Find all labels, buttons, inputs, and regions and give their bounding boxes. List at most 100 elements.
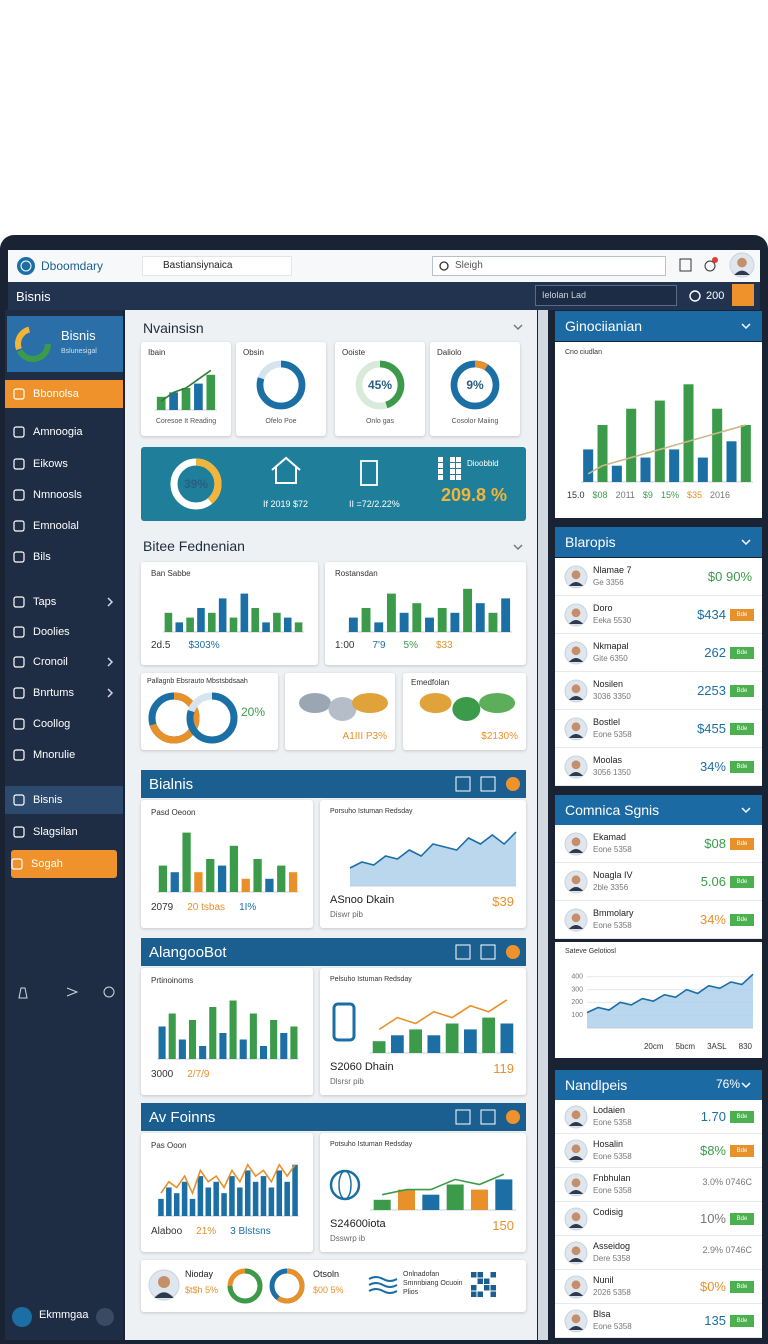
avatar <box>564 1309 588 1333</box>
bar <box>199 1046 207 1059</box>
list-row[interactable]: Blsa Eone 5358 135 Bde <box>555 1304 762 1338</box>
bar <box>188 1020 197 1059</box>
filter-input[interactable]: Ielolan Lad <box>535 285 677 306</box>
nav-glyph <box>13 489 25 501</box>
nav-item[interactable]: Amnoogia <box>5 418 123 446</box>
avatar-body <box>568 658 584 662</box>
chevron <box>107 688 114 698</box>
list-row[interactable]: Lodaien Eone 5358 1.70 Bde <box>555 1100 762 1134</box>
bar <box>283 617 292 632</box>
toolbar-button[interactable] <box>732 284 754 306</box>
list-row[interactable]: Hosalin Eone 5358 $8% Bde <box>555 1134 762 1168</box>
nav-item[interactable]: Bisnis <box>5 786 123 814</box>
nav-label: Emnoolal <box>33 520 79 532</box>
world-map <box>299 693 388 721</box>
avatar-body <box>568 1156 584 1160</box>
nav-item[interactable]: Cronoil <box>5 648 123 676</box>
avatar-head <box>571 646 581 656</box>
footer-text: 20 tsbas <box>187 902 226 913</box>
bar <box>280 1033 288 1059</box>
globe-icon <box>329 1169 361 1201</box>
nav-item[interactable]: Bnrtums <box>5 679 123 707</box>
bar <box>186 617 194 632</box>
wave <box>368 1276 398 1282</box>
icon-bell <box>704 260 716 272</box>
row-detail: Eone 5358 <box>593 921 632 930</box>
chevron-icon <box>741 807 751 814</box>
row-name: Fnbhulan <box>593 1173 631 1183</box>
list-row[interactable]: Nkmapal Gite 6350 262 Bde <box>555 634 762 672</box>
qr-cell <box>490 1291 496 1297</box>
nav-item[interactable]: Doolies <box>5 618 123 646</box>
nav-item[interactable]: Mnorulie <box>5 741 123 769</box>
nav-item[interactable]: Sogah <box>11 850 117 878</box>
user-avatar <box>12 1307 32 1327</box>
bar <box>463 1029 477 1053</box>
search-icon <box>439 261 449 271</box>
bar <box>158 1198 164 1216</box>
list-row[interactable]: Noagla IV 2ble 3356 5.06 Bde <box>555 863 762 901</box>
list-row[interactable]: Bmmolary Eone 5358 34% Bde <box>555 901 762 939</box>
list-row[interactable]: Nlamae 7 Ge 3356 $0 90% <box>555 558 762 596</box>
donut-card: Pallagnb Ebsrauto Mbstsbdsaah 20% <box>141 673 278 750</box>
bar <box>229 845 239 892</box>
nav-item[interactable]: Emnoolal <box>5 512 123 540</box>
panel-card-label: Potsuho Istuman Redsday <box>330 1141 413 1148</box>
icon-send <box>66 987 79 997</box>
banner: 39% If 2019 $72 II =72/2.22% Dioobbld 209.8 … <box>141 447 526 521</box>
list-row[interactable]: Codisig 10% Bde <box>555 1202 762 1236</box>
qr-cell <box>438 469 443 474</box>
qr-cell <box>490 1272 496 1278</box>
bar <box>399 612 409 632</box>
list-row[interactable]: Fnbhulan Eone 5358 3.0% 0746C <box>555 1168 762 1202</box>
row-value: 2253 <box>697 683 726 698</box>
bar <box>260 1176 267 1216</box>
trend-card: Cno ciudlan 15.0 $08 2011 $9 15% $35 2016 <box>555 342 762 518</box>
nav-item[interactable]: Coollog <box>5 710 123 738</box>
nav-glyph <box>13 596 25 608</box>
nav-item[interactable]: Slagsilan <box>5 818 123 846</box>
nav-item[interactable]: Taps <box>5 588 123 616</box>
footer-text: $35 <box>686 490 702 500</box>
list-row[interactable]: Nosilen 3036 3350 2253 Bde <box>555 672 762 710</box>
bar <box>205 1187 212 1216</box>
avatar-head <box>571 684 581 694</box>
nav-icon <box>13 458 25 470</box>
nav-icon <box>13 656 25 668</box>
search-box[interactable]: Sleigh <box>432 256 666 276</box>
list-row[interactable]: Moolas 3056 1350 34% Bde <box>555 748 762 786</box>
list-row[interactable]: Doro Eeka 5530 $434 Bde <box>555 596 762 634</box>
row-detail: Eeka 5530 <box>593 616 632 625</box>
avatar-body <box>568 1190 584 1194</box>
tab[interactable]: Bastiansiynaica <box>142 256 292 276</box>
qr-icon <box>471 1272 496 1297</box>
nav-item[interactable]: Nmnoosls <box>5 481 123 509</box>
footer-text: 3000 <box>151 1069 174 1080</box>
nav-label: Eikows <box>33 458 68 470</box>
chevron-icon <box>107 657 114 667</box>
nav-icon <box>13 826 25 838</box>
footer-text: 1I% <box>239 902 257 913</box>
list-row[interactable]: Ekamad Eone 5358 $08 Bde <box>555 825 762 863</box>
panel-header: Av Foinns <box>141 1103 526 1131</box>
chart: 9% <box>450 360 500 410</box>
list-row[interactable]: Bostlel Eone 5358 $455 Bde <box>555 710 762 748</box>
row-value: 1.70 <box>700 1109 726 1124</box>
chart <box>186 692 238 744</box>
bar <box>373 1199 391 1210</box>
nav-item[interactable]: Bils <box>5 543 123 571</box>
bar <box>726 441 737 482</box>
footer-text: $9 <box>642 490 653 500</box>
avatar <box>564 1173 588 1197</box>
list-row[interactable]: Asseidog Dere 5358 2.9% 0746C <box>555 1236 762 1270</box>
nav-item[interactable]: Eikows <box>5 450 123 478</box>
panel-footer-sub: Dsswrp ib <box>330 1234 366 1243</box>
kpi-caption: Onlo gas <box>365 418 395 425</box>
row-detail: Eone 5358 <box>593 1152 632 1161</box>
bar <box>475 603 485 632</box>
list-row[interactable]: Nunil 2026 5358 $0% Bde <box>555 1270 762 1304</box>
nav-item[interactable]: Bbonolsa <box>5 380 123 408</box>
list: Nlamae 7 Ge 3356 $0 90% Doro Eeka 5530 $434 Bd… <box>555 558 762 786</box>
bar <box>262 622 270 632</box>
